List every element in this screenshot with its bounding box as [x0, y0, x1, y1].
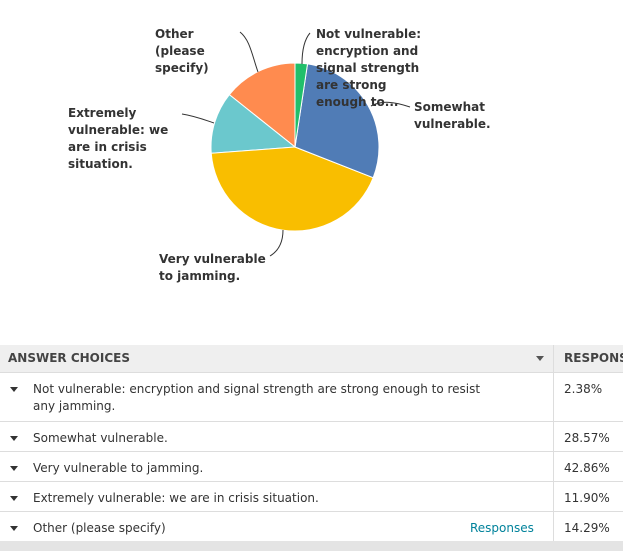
- answer-text: Very vulnerable to jamming.: [33, 461, 204, 475]
- expand-caret[interactable]: [10, 436, 18, 441]
- response-percent: 42.86%: [564, 461, 610, 475]
- pie-slice: [294, 62, 309, 148]
- response-percent: 28.57%: [564, 431, 610, 445]
- pie-label: Very vulnerable to jamming.: [159, 252, 266, 283]
- response-percent: 14.29%: [564, 521, 610, 535]
- pie-slice: [210, 146, 374, 232]
- pie-label: Somewhat vulnerable.: [414, 100, 491, 131]
- table-row: Very vulnerable to jamming. 42.86%: [0, 451, 623, 482]
- expand-caret[interactable]: [10, 526, 18, 531]
- answer-text: Extremely vulnerable: we are in crisis s…: [33, 491, 319, 505]
- expand-caret[interactable]: [10, 466, 18, 471]
- expand-caret[interactable]: [10, 496, 18, 501]
- header-text: ANSWER CHOICES: [8, 351, 130, 365]
- table-row: Extremely vulnerable: we are in crisis s…: [0, 481, 623, 512]
- table-header: RESPONSES: [554, 345, 623, 372]
- column-divider: [553, 345, 554, 541]
- pie-label: Not vulnerable: encryption and signal st…: [316, 27, 422, 109]
- answer-text: Not vulnerable: encryption and signal st…: [33, 382, 481, 413]
- answer-text: Other (please specify): [33, 521, 166, 535]
- leader-line: [269, 229, 284, 257]
- header-text: RESPONSES: [564, 351, 623, 365]
- pie-label: Extremely vulnerable: we are in crisis s…: [68, 106, 169, 171]
- leader-line: [239, 31, 259, 73]
- pie-slice: [210, 93, 297, 154]
- response-percent: 2.38%: [564, 382, 603, 396]
- leader-lines: [181, 31, 411, 257]
- pie-slice: [228, 62, 296, 149]
- response-percent: 11.90%: [564, 491, 610, 505]
- pie-slice: [294, 63, 380, 179]
- leader-line: [370, 101, 411, 108]
- responses-link[interactable]: Responses: [470, 521, 534, 535]
- leader-line: [301, 32, 311, 65]
- leader-line: [181, 113, 215, 124]
- footer-bar: [0, 541, 623, 551]
- table-row: Other (please specify) 14.29% Responses: [0, 511, 623, 542]
- sort-caret[interactable]: [536, 356, 544, 361]
- answer-text: Somewhat vulnerable.: [33, 431, 168, 445]
- table-row: Not vulnerable: encryption and signal st…: [0, 372, 623, 422]
- expand-caret[interactable]: [10, 387, 18, 392]
- pie-label: Other (please specify): [155, 27, 209, 75]
- chart: [181, 31, 411, 257]
- table-row: Somewhat vulnerable. 28.57%: [0, 421, 623, 452]
- table-header: ANSWER CHOICES: [0, 345, 553, 372]
